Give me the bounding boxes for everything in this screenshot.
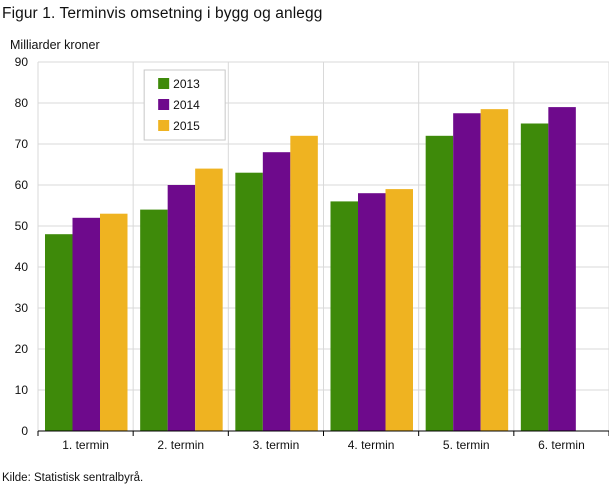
x-tick-label: 6. termin	[538, 438, 585, 452]
bar-chart: Milliarder kroner 0 10 20 30 40 50 60 70 80 90 1. …	[10, 38, 609, 452]
y-tick-label: 50	[15, 219, 29, 233]
legend: 2013 2014 2015	[143, 69, 226, 141]
legend-box	[143, 69, 226, 141]
bar-2013-5	[425, 135, 454, 432]
bar-2013-2	[140, 209, 168, 431]
legend-label-2013: 2013	[173, 77, 200, 91]
bar-2014-2	[167, 185, 196, 431]
bar-2015-3	[290, 135, 318, 432]
y-tick-label: 10	[15, 383, 29, 397]
bar-2014-5	[453, 113, 481, 431]
axes	[37, 430, 609, 436]
y-tick-label: 80	[15, 96, 29, 110]
bars	[45, 107, 576, 432]
tick-labels: 0 10 20 30 40 50 60 70 80 90 1. termin 2. termin 3. …	[15, 55, 585, 452]
legend-label-2014: 2014	[173, 98, 200, 112]
bar-2013-1	[45, 234, 73, 431]
bar-2013-4	[330, 201, 358, 431]
y-tick-label: 30	[15, 301, 29, 315]
x-tick-label: 1. termin	[62, 438, 109, 452]
bar-2015-4	[385, 189, 413, 431]
bar-2015-1	[100, 213, 128, 431]
bar-2015-5	[480, 109, 509, 432]
bar-2015-2	[195, 168, 223, 431]
y-tick-label: 90	[15, 55, 29, 69]
bar-2014-6	[548, 107, 576, 431]
x-tick-label: 5. termin	[443, 438, 490, 452]
legend-swatch-2013	[158, 78, 170, 89]
legend-swatch-2015	[158, 120, 170, 131]
x-tick-label: 2. termin	[157, 438, 204, 452]
chart-title: Figur 1. Terminvis omsetning i bygg og a…	[2, 5, 323, 22]
y-tick-label: 70	[15, 137, 29, 151]
source-note: Kilde: Statistisk sentralbyrå.	[2, 472, 144, 484]
bar-2014-4	[358, 193, 386, 431]
gridlines	[37, 61, 609, 431]
y-tick-label: 40	[15, 260, 29, 274]
y-tick-label: 20	[15, 342, 29, 356]
x-tick-label: 4. termin	[348, 438, 395, 452]
y-axis-label: Milliarder kroner	[10, 38, 100, 52]
bar-2013-6	[520, 123, 549, 431]
bar-2014-1	[72, 217, 100, 431]
legend-swatch-2014	[158, 99, 170, 110]
y-tick-label: 0	[21, 424, 28, 438]
y-tick-label: 60	[15, 178, 29, 192]
legend-label-2015: 2015	[173, 119, 200, 133]
bar-2013-3	[235, 172, 263, 431]
bar-2014-3	[262, 152, 291, 431]
x-tick-label: 3. termin	[253, 438, 300, 452]
